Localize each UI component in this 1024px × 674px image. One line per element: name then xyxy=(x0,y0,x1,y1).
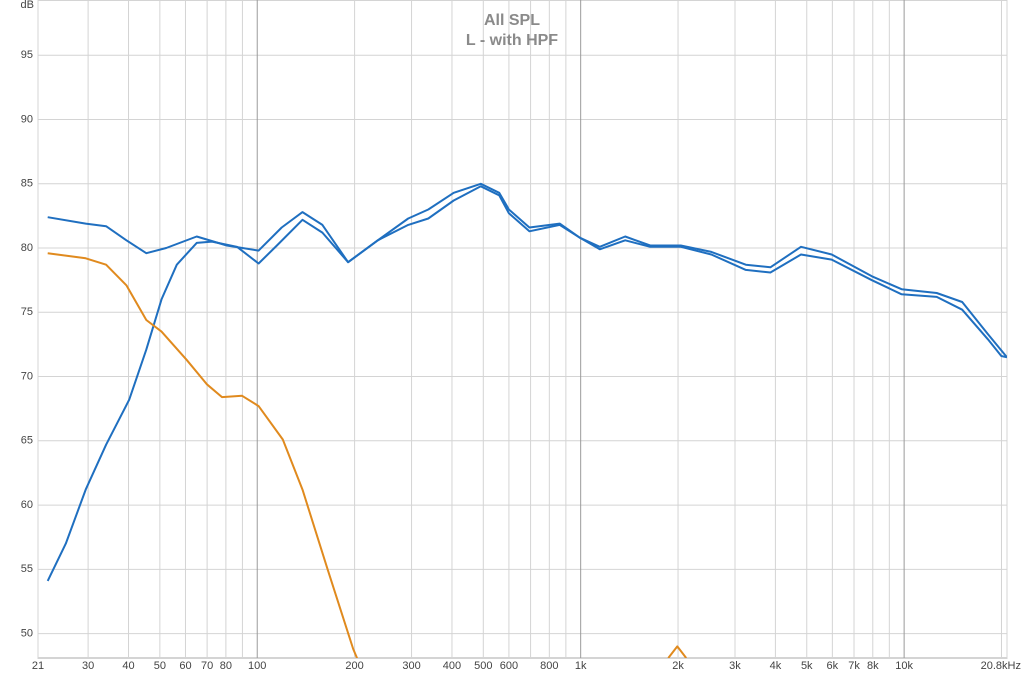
x-tick-label: 21 xyxy=(32,660,44,672)
y-tick-label: 65 xyxy=(21,435,33,447)
x-tick-label: 600 xyxy=(500,660,518,672)
y-tick-label: 85 xyxy=(21,178,33,190)
x-tick-label: 60 xyxy=(179,660,191,672)
series-line xyxy=(46,185,1007,582)
x-tick-label: 50 xyxy=(154,660,166,672)
x-tick-label: 8k xyxy=(867,660,879,672)
y-tick-label: 50 xyxy=(21,627,33,639)
x-tick-label: 20.8kHz xyxy=(981,660,1021,672)
x-tick-label: 40 xyxy=(122,660,134,672)
x-tick-label: 2k xyxy=(672,660,684,672)
y-tick-label: 70 xyxy=(21,370,33,382)
y-tick-label: 75 xyxy=(21,306,33,318)
y-tick-label: 80 xyxy=(21,242,33,254)
x-tick-label: 4k xyxy=(770,660,782,672)
chart-subtitle: L - with HPF xyxy=(466,32,558,49)
x-tick-label: 7k xyxy=(848,660,860,672)
x-tick-label: 3k xyxy=(729,660,741,672)
x-tick-label: 800 xyxy=(540,660,558,672)
x-tick-label: 80 xyxy=(220,660,232,672)
y-tick-label: 60 xyxy=(21,499,33,511)
x-tick-label: 70 xyxy=(201,660,213,672)
x-tick-label: 500 xyxy=(474,660,492,672)
chart-title: All SPL xyxy=(484,12,540,29)
series-line xyxy=(47,252,687,658)
y-tick-label: 55 xyxy=(21,563,33,575)
plot-area xyxy=(37,0,1008,659)
y-axis-label: dB xyxy=(21,0,34,11)
x-tick-label: 30 xyxy=(82,660,94,672)
y-tick-label: 90 xyxy=(21,113,33,125)
y-tick-label: 95 xyxy=(21,49,33,61)
x-tick-label: 10k xyxy=(895,660,913,672)
x-tick-label: 100 xyxy=(248,660,266,672)
x-tick-label: 300 xyxy=(402,660,420,672)
series-line xyxy=(47,182,1007,358)
x-tick-label: 1k xyxy=(575,660,587,672)
x-tick-label: 400 xyxy=(443,660,461,672)
x-tick-label: 200 xyxy=(345,660,363,672)
x-tick-label: 6k xyxy=(827,660,839,672)
x-tick-label: 5k xyxy=(801,660,813,672)
